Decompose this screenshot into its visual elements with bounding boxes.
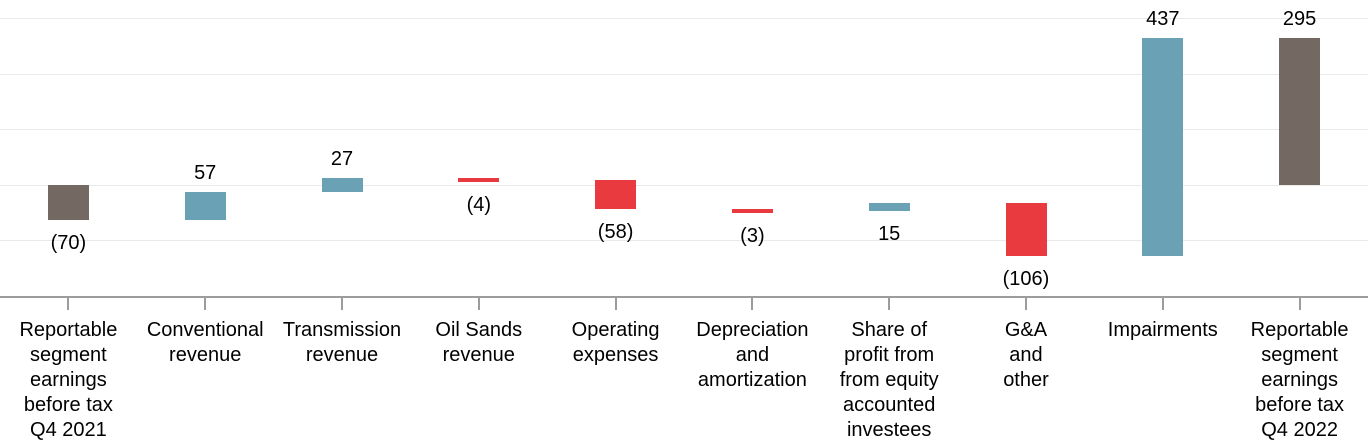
gridline bbox=[0, 18, 1368, 19]
category-label-1: Conventional revenue bbox=[146, 319, 264, 366]
category-label-6: Share of profit from from equity account… bbox=[839, 319, 939, 440]
x-axis-tick-4 bbox=[614, 298, 617, 310]
bar-value-label-6: 15 bbox=[878, 222, 901, 245]
category-label-3: Oil Sands revenue bbox=[435, 319, 523, 366]
waterfall-bar-2 bbox=[321, 178, 363, 192]
gridline bbox=[0, 73, 1368, 75]
category-label-0: Reportable segment earnings before tax Q… bbox=[19, 319, 118, 440]
bar-value-label-5: (3) bbox=[740, 225, 765, 247]
bar-value-label-2: 27 bbox=[330, 148, 354, 170]
bar-value-label-3: (4) bbox=[466, 194, 492, 216]
bar-value-label-7: (106) bbox=[1002, 268, 1050, 290]
category-label-7: G&A and other bbox=[1003, 319, 1049, 391]
x-axis-tick-0 bbox=[67, 298, 70, 310]
x-axis-tick-1 bbox=[204, 298, 207, 310]
category-label-5: Depreciation and amortization bbox=[696, 319, 809, 391]
bar-value-label-9: 295 bbox=[1282, 7, 1317, 30]
zero-gridline bbox=[0, 184, 1368, 186]
x-axis-tick-7 bbox=[1025, 298, 1027, 310]
x-axis-line bbox=[0, 296, 1368, 298]
waterfall-bar-7 bbox=[1005, 203, 1047, 256]
x-axis-tick-9 bbox=[1298, 298, 1301, 310]
x-axis-tick-3 bbox=[477, 298, 480, 310]
bar-value-label-4: (58) bbox=[597, 221, 634, 243]
waterfall-bar-4 bbox=[595, 180, 637, 209]
waterfall-bar-9 bbox=[1279, 37, 1321, 185]
waterfall-bar-1 bbox=[184, 191, 226, 220]
category-label-2: Transmission revenue bbox=[282, 319, 402, 366]
bar-value-label-8: 437 bbox=[1146, 7, 1180, 30]
bar-value-label-0: (70) bbox=[50, 232, 87, 254]
category-label-4: Operating expenses bbox=[571, 319, 660, 366]
gridline bbox=[0, 240, 1368, 241]
bar-value-label-1: 57 bbox=[194, 161, 217, 184]
waterfall-bar-3 bbox=[458, 178, 500, 182]
x-axis-tick-6 bbox=[888, 298, 891, 310]
waterfall-bar-6 bbox=[868, 203, 910, 211]
x-axis-tick-8 bbox=[1161, 298, 1164, 310]
x-axis-tick-5 bbox=[751, 298, 754, 310]
category-label-9: Reportable segment earnings before tax Q… bbox=[1250, 319, 1349, 440]
gridline bbox=[0, 129, 1368, 130]
x-axis-tick-2 bbox=[341, 298, 343, 310]
waterfall-bar-5 bbox=[731, 209, 773, 213]
waterfall-bar-8 bbox=[1142, 37, 1184, 256]
category-label-8: Impairments bbox=[1107, 319, 1218, 341]
waterfall-bar-0 bbox=[47, 185, 89, 220]
